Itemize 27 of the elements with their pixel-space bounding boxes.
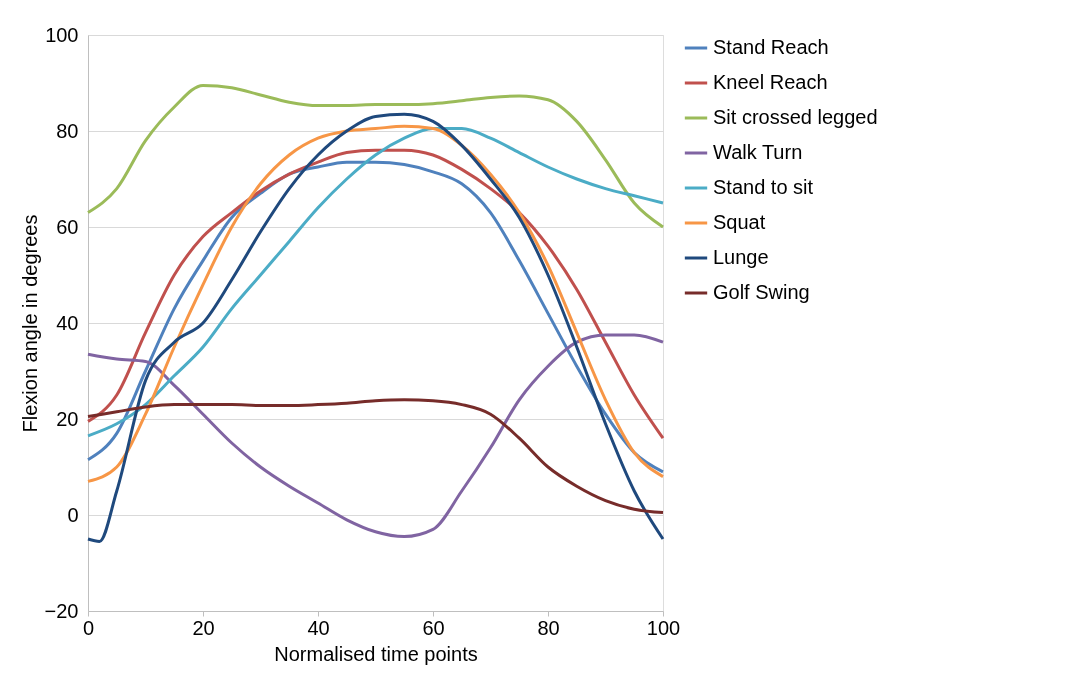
legend-label: Lunge: [713, 246, 769, 268]
x-tick-label: 20: [192, 616, 215, 639]
x-tick-label: 60: [422, 616, 445, 639]
legend-label: Stand Reach: [713, 36, 829, 58]
x-tick-label: 80: [537, 616, 560, 639]
legend-label: Walk Turn: [713, 141, 803, 163]
x-tick-label: 40: [307, 616, 330, 639]
legend-label: Sit crossed legged: [713, 106, 878, 128]
line-series: [86, 83, 665, 229]
y-tick-label: 20: [56, 407, 79, 430]
legend-label: Stand to sit: [713, 176, 814, 198]
x-tick-label: 100: [646, 616, 681, 639]
y-tick-label: 0: [67, 503, 79, 526]
line-series: [86, 112, 665, 543]
y-tick-label: −20: [44, 599, 79, 622]
y-tick-label: 60: [56, 215, 79, 238]
y-tick-label: 100: [45, 23, 79, 46]
y-axis-title: Flexion angle in degrees: [18, 214, 41, 433]
legend-label: Squat: [713, 211, 766, 233]
y-tick-label: 40: [56, 311, 79, 334]
legend-label: Golf Swing: [713, 281, 810, 303]
line-series: [86, 398, 665, 515]
line-series: [86, 333, 665, 539]
x-axis-title: Normalised time points: [274, 642, 478, 665]
y-tick-label: 80: [56, 119, 79, 142]
x-tick-label: 0: [82, 616, 95, 639]
legend-label: Kneel Reach: [713, 71, 828, 93]
